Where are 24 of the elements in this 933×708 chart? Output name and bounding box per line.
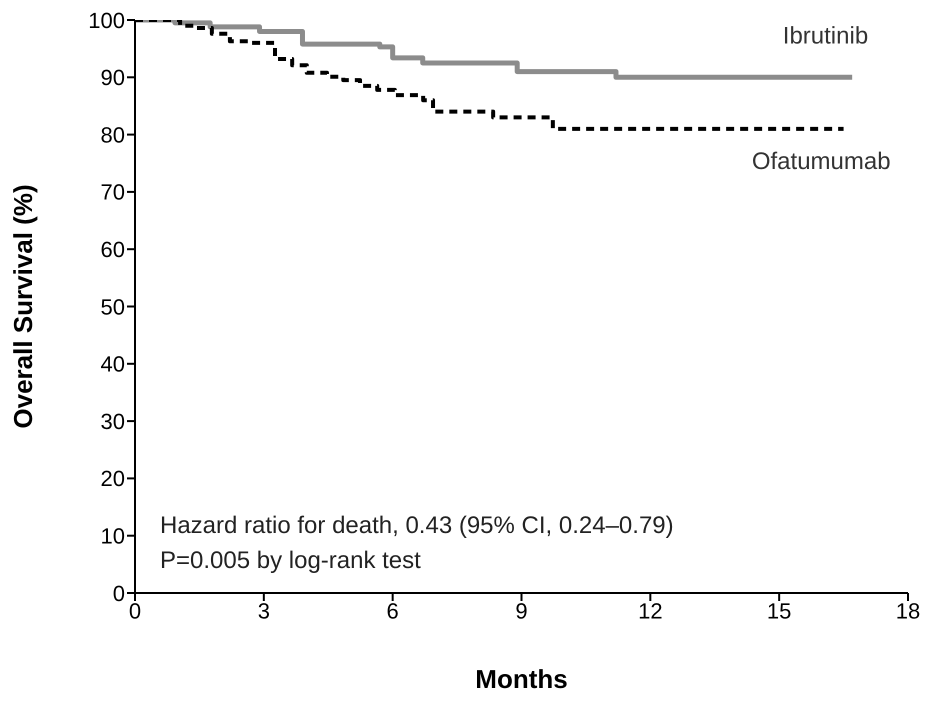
x-tick-label: 15 <box>766 598 792 624</box>
y-tick-label: 30 <box>100 408 125 434</box>
annotation: Hazard ratio for death, 0.43 (95% CI, 0.24–0.79) <box>160 511 674 541</box>
x-tick-label: 6 <box>386 598 399 624</box>
x-tick-label: 3 <box>258 598 270 624</box>
x-tick-label: 18 <box>896 598 920 624</box>
series-label: Ibrutinib <box>782 22 868 50</box>
x-axis-title: Months <box>475 664 568 694</box>
y-tick-label: 100 <box>88 8 125 33</box>
y-tick-label: 20 <box>100 466 125 492</box>
x-tick-label: 0 <box>128 598 142 624</box>
y-tick-label: 90 <box>100 65 125 90</box>
y-tick-label: 50 <box>100 294 125 320</box>
x-tick-label: 9 <box>515 598 528 624</box>
y-tick-label: 80 <box>100 122 125 148</box>
y-tick-label: 10 <box>100 524 125 549</box>
y-tick-label: 0 <box>112 580 125 606</box>
annotation: P=0.005 by log-rank test <box>160 546 422 576</box>
y-tick-label: 40 <box>100 352 125 377</box>
y-tick-label: 60 <box>100 237 125 262</box>
y-tick-label: 70 <box>100 180 125 205</box>
y-axis-title: Overall Survival (%) <box>8 184 38 429</box>
series-label: Ofatumumab <box>752 148 891 175</box>
x-tick-label: 12 <box>638 598 663 624</box>
